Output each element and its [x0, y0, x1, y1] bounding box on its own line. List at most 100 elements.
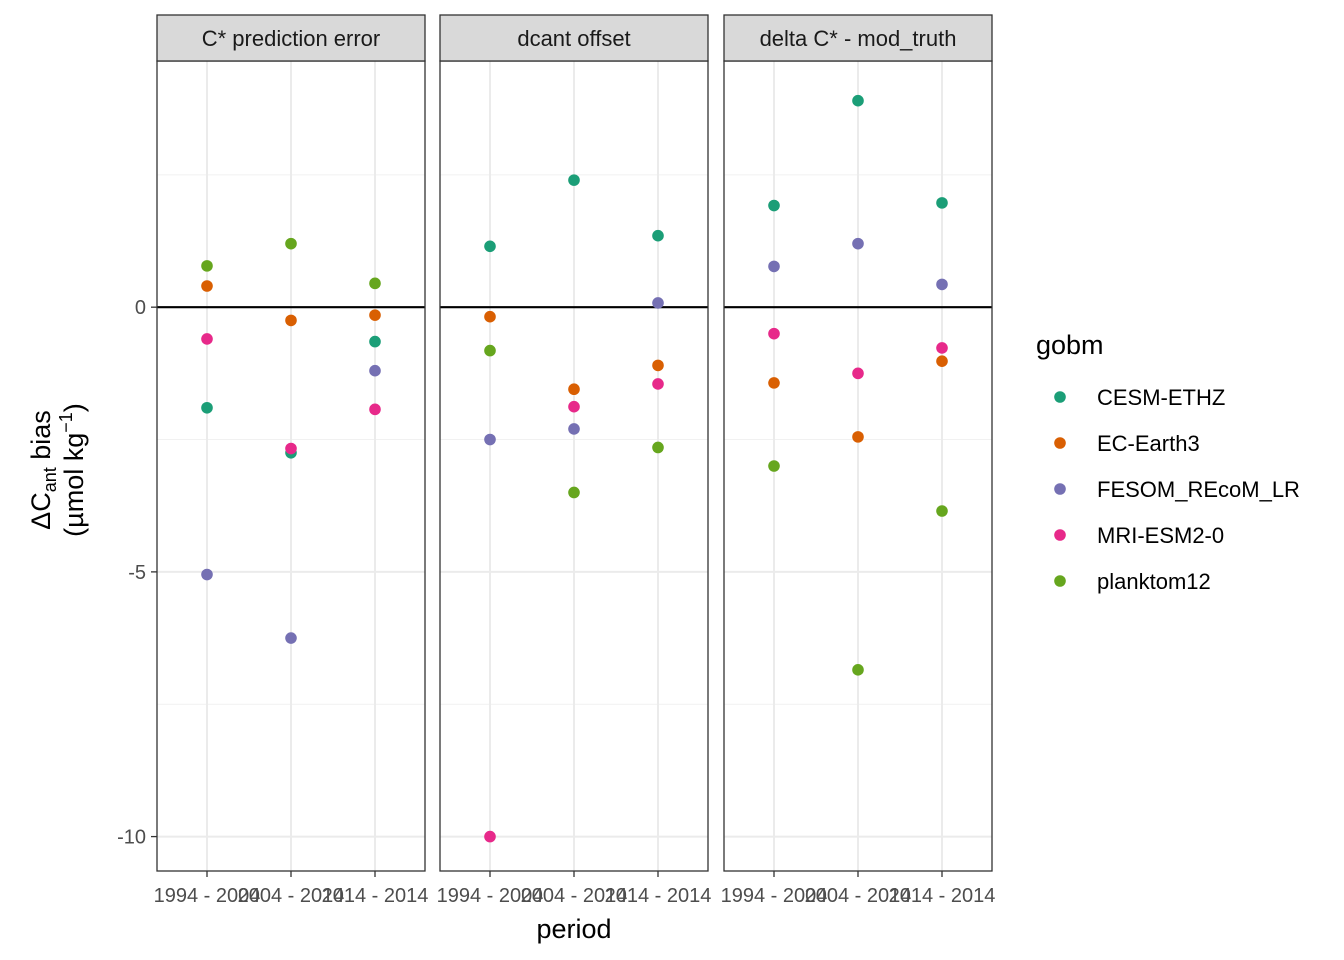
data-point-planktom12 [568, 486, 580, 499]
x-tick-label: 2014 - 2014 [322, 885, 429, 907]
legend-label: MRI-ESM2-0 [1097, 523, 1224, 548]
facet-strip: delta C* - mod_truth [723, 14, 993, 62]
y-tick-label: 0 [135, 297, 146, 319]
legend-key [1054, 529, 1066, 541]
legend-key [1054, 575, 1066, 587]
y-title-close-paren: ) [59, 403, 89, 412]
x-tick-label: 2004 - 2014 [805, 885, 912, 907]
facet-strips: C* prediction error dcant offset delta C* … [156, 14, 993, 62]
y-title-bias: bias [26, 410, 56, 467]
legend-item: EC-Earth3 [1054, 431, 1200, 456]
data-point-FESOM_REcoM_LR [768, 260, 780, 273]
data-point-EC-Earth3 [852, 431, 864, 443]
legend-key [1054, 437, 1066, 449]
facet-strip-label: C* prediction error [202, 26, 381, 51]
legend-label: EC-Earth3 [1097, 431, 1200, 456]
data-point-EC-Earth3 [285, 314, 297, 327]
data-point-FESOM_REcoM_LR [484, 433, 496, 446]
svg-text:ΔCant bias: ΔCant bias [26, 410, 60, 530]
data-point-MRI-ESM2-0 [936, 342, 948, 354]
facet-strip: C* prediction error [156, 14, 426, 62]
data-point-CESM-ETHZ [484, 240, 496, 253]
data-point-FESOM_REcoM_LR [652, 297, 664, 309]
data-point-MRI-ESM2-0 [768, 327, 780, 340]
data-point-CESM-ETHZ [201, 401, 213, 414]
data-point-CESM-ETHZ [768, 199, 780, 212]
data-point-FESOM_REcoM_LR [852, 237, 864, 250]
data-point-CESM-ETHZ [852, 94, 864, 107]
data-point-planktom12 [484, 344, 496, 357]
data-point-EC-Earth3 [936, 355, 948, 367]
y-title-open-paren: ( [59, 528, 89, 537]
legend-item: MRI-ESM2-0 [1054, 523, 1224, 548]
strip-background [439, 14, 709, 62]
data-point-FESOM_REcoM_LR [285, 632, 297, 644]
facet-strip-label: delta C* - mod_truth [760, 26, 957, 51]
data-point-planktom12 [936, 505, 948, 517]
legend-label: CESM-ETHZ [1097, 385, 1225, 410]
data-point-MRI-ESM2-0 [568, 400, 580, 413]
y-tick-label: -10 [117, 827, 146, 849]
strip-background [156, 14, 426, 62]
legend: gobm CESM-ETHZ EC-Earth3 FESOM_REcoM_LR MRI… [1036, 330, 1300, 594]
data-point-CESM-ETHZ [652, 229, 664, 242]
data-point-planktom12 [201, 260, 213, 272]
data-point-MRI-ESM2-0 [201, 333, 213, 345]
legend-label: planktom12 [1097, 569, 1211, 594]
facet-panel [439, 60, 709, 872]
data-point-MRI-ESM2-0 [852, 367, 864, 380]
y-title-delta: ΔC [26, 492, 56, 530]
x-tick-label: 1994 - 2004 [721, 885, 828, 907]
data-point-CESM-ETHZ [369, 335, 381, 348]
data-point-MRI-ESM2-0 [652, 378, 664, 390]
facet-panel [723, 60, 993, 872]
facet-panels [156, 60, 993, 872]
x-tick-label: 2014 - 2014 [605, 885, 712, 907]
legend-key [1054, 391, 1066, 403]
legend-label: FESOM_REcoM_LR [1097, 477, 1300, 502]
facet-strip-label: dcant offset [517, 26, 630, 51]
legend-item: CESM-ETHZ [1054, 385, 1225, 410]
facet-panel [156, 60, 426, 872]
x-axis-title: period [536, 914, 611, 944]
x-tick-label: 1994 - 2004 [437, 885, 544, 907]
data-point-EC-Earth3 [768, 377, 780, 389]
strip-background [723, 14, 993, 62]
data-point-FESOM_REcoM_LR [568, 423, 580, 435]
data-point-EC-Earth3 [369, 309, 381, 321]
data-point-planktom12 [852, 664, 864, 676]
y-title-superscript: −1 [56, 412, 76, 433]
data-point-planktom12 [285, 237, 297, 250]
data-point-EC-Earth3 [484, 310, 496, 323]
y-title-unit: µmol kg [59, 433, 89, 528]
x-tick-label: 2014 - 2014 [889, 885, 996, 907]
x-tick-label: 2004 - 2014 [521, 885, 628, 907]
svg-text:(µmol kg−1): (µmol kg−1) [56, 403, 89, 537]
legend-item: planktom12 [1054, 569, 1211, 594]
data-point-CESM-ETHZ [936, 197, 948, 209]
y-axis: 0 -5 -10 [117, 297, 157, 849]
x-tick-label: 1994 - 2004 [154, 885, 261, 907]
facet-strip: dcant offset [439, 14, 709, 62]
y-axis-title: ΔCant bias (µmol kg−1) [26, 403, 89, 537]
data-point-MRI-ESM2-0 [484, 830, 496, 843]
x-tick-label: 2004 - 2014 [238, 885, 345, 907]
data-point-EC-Earth3 [568, 383, 580, 396]
y-tick-label: -5 [128, 562, 146, 584]
data-point-EC-Earth3 [201, 280, 213, 292]
data-point-MRI-ESM2-0 [369, 403, 381, 416]
data-point-MRI-ESM2-0 [285, 442, 297, 455]
data-point-FESOM_REcoM_LR [369, 364, 381, 377]
data-point-CESM-ETHZ [568, 174, 580, 186]
legend-key [1054, 483, 1066, 495]
data-point-FESOM_REcoM_LR [936, 278, 948, 291]
legend-item: FESOM_REcoM_LR [1054, 477, 1300, 502]
data-point-planktom12 [768, 460, 780, 472]
legend-title: gobm [1036, 330, 1104, 360]
data-point-planktom12 [652, 441, 664, 454]
data-point-planktom12 [369, 277, 381, 290]
data-point-FESOM_REcoM_LR [201, 568, 213, 581]
y-title-subscript: ant [40, 467, 60, 492]
